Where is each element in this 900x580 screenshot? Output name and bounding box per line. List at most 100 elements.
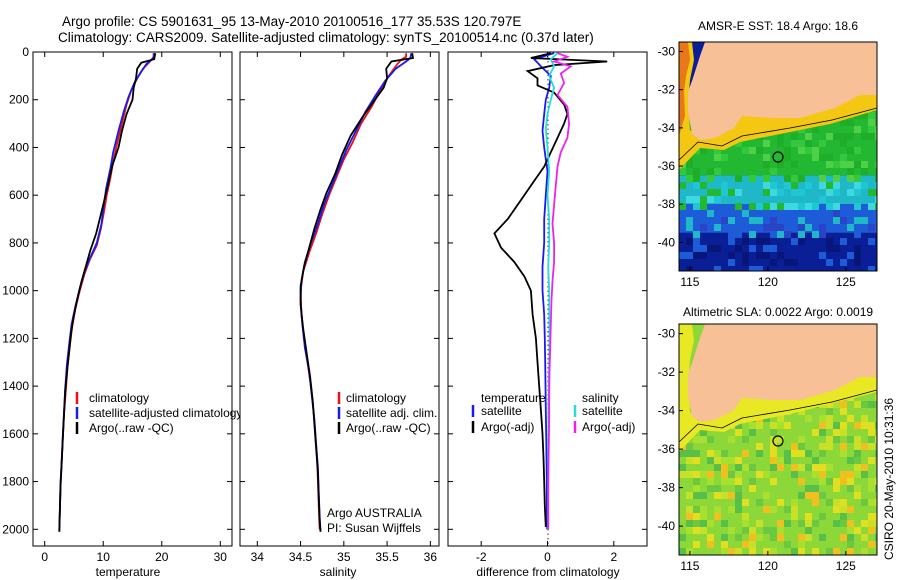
series-line-argo-raw-qc-: [58, 53, 157, 532]
map-pixel: [791, 238, 798, 245]
map-pixel: [742, 259, 749, 266]
map-pixel: [833, 133, 840, 140]
map-pixel: [777, 436, 784, 443]
map-pixel: [840, 133, 847, 140]
panel-difference: -2 0 2 temperature satellite Argo(-adj) sa…: [447, 51, 648, 579]
map-pixel: [826, 154, 833, 161]
map-pixel: [763, 548, 770, 555]
map-pixel: [847, 189, 854, 196]
map-ytick-label: -34: [658, 404, 676, 418]
map-pixel: [763, 471, 770, 478]
map-pixel: [721, 534, 728, 541]
map-pixel: [777, 534, 784, 541]
map-pixel: [707, 210, 714, 217]
map-sla-ticks: 115 120 125 -30 -32 -34 -36 -38 -40: [658, 327, 856, 573]
map-pixel: [686, 224, 693, 231]
map-pixel: [721, 457, 728, 464]
map-pixel: [735, 252, 742, 259]
map-pixel: [777, 231, 784, 238]
legend-temp-argo-label: Argo(-adj): [481, 420, 534, 434]
map-pixel: [763, 182, 770, 189]
panel-salinity-frame: [239, 51, 440, 547]
map-pixel: [819, 478, 826, 485]
map-pixel: [861, 534, 868, 541]
map-pixel: [833, 210, 840, 217]
map-pixel: [840, 161, 847, 168]
map-sst-isobath: [679, 107, 877, 161]
map-pixel: [875, 196, 877, 203]
map-pixel: [840, 534, 847, 541]
map-pixel: [791, 450, 798, 457]
map-pixel: [686, 450, 693, 457]
map-pixel: [679, 168, 686, 175]
map-pixel: [714, 450, 721, 457]
map-pixel: [707, 450, 714, 457]
map-pixel: [728, 436, 735, 443]
map-pixel: [819, 154, 826, 161]
map-pixel: [847, 147, 854, 154]
map-pixel: [770, 506, 777, 513]
map-pixel: [735, 457, 742, 464]
map-pixel: [721, 252, 728, 259]
map-pixel: [770, 450, 777, 457]
map-pixel: [693, 252, 700, 259]
map-pixel: [875, 520, 877, 527]
legend-climatology-label: climatology: [89, 391, 149, 405]
map-pixel: [826, 245, 833, 252]
ytick-label: 1000: [2, 284, 29, 298]
map-pixel: [805, 140, 812, 147]
map-pixel: [861, 217, 868, 224]
map-pixel: [826, 161, 833, 168]
map-pixel: [693, 182, 700, 189]
map-pixel: [770, 203, 777, 210]
map-pixel: [763, 189, 770, 196]
map-pixel: [819, 210, 826, 217]
map-pixel: [777, 415, 784, 422]
map-pixel: [875, 133, 877, 140]
map-pixel: [847, 457, 854, 464]
map-pixel: [784, 175, 791, 182]
panel-difference-legend: temperature satellite Argo(-adj) salinit…: [471, 391, 635, 434]
map-pixel: [693, 471, 700, 478]
map-pixel: [819, 252, 826, 259]
map-pixel: [854, 147, 861, 154]
map-pixel: [868, 457, 875, 464]
map-pixel: [840, 408, 847, 415]
legend-salinity-title: salinity: [582, 391, 619, 405]
map-pixel: [833, 499, 840, 506]
map-pixel: [819, 471, 826, 478]
map-pixel: [868, 203, 875, 210]
map-pixel: [875, 450, 877, 457]
map-pixel: [854, 175, 861, 182]
map-pixel: [840, 238, 847, 245]
map-pixel: [777, 161, 784, 168]
map-pixel: [791, 548, 798, 555]
map-pixel: [770, 478, 777, 485]
map-pixel: [735, 203, 742, 210]
map-pixel: [798, 520, 805, 527]
map-pixel: [686, 513, 693, 520]
map-pixel: [679, 464, 686, 471]
map-pixel: [861, 520, 868, 527]
map-pixel: [854, 436, 861, 443]
map-pixel: [861, 464, 868, 471]
map-pixel: [735, 471, 742, 478]
map-pixel: [749, 478, 756, 485]
series-line-temperature-argo-adj-: [493, 52, 608, 527]
map-pixel: [749, 464, 756, 471]
map-pixel: [826, 548, 833, 555]
map-pixel: [854, 527, 861, 534]
map-pixel: [791, 443, 798, 450]
map-pixel: [763, 252, 770, 259]
map-sst-land: [679, 42, 877, 140]
map-pixel: [847, 415, 854, 422]
map-pixel: [777, 422, 784, 429]
map-pixel: [707, 478, 714, 485]
map-pixel: [854, 443, 861, 450]
map-pixel: [861, 168, 868, 175]
map-pixel: [735, 478, 742, 485]
map-pixel: [868, 422, 875, 429]
map-pixel: [707, 457, 714, 464]
map-pixel: [693, 196, 700, 203]
map-pixel: [700, 492, 707, 499]
